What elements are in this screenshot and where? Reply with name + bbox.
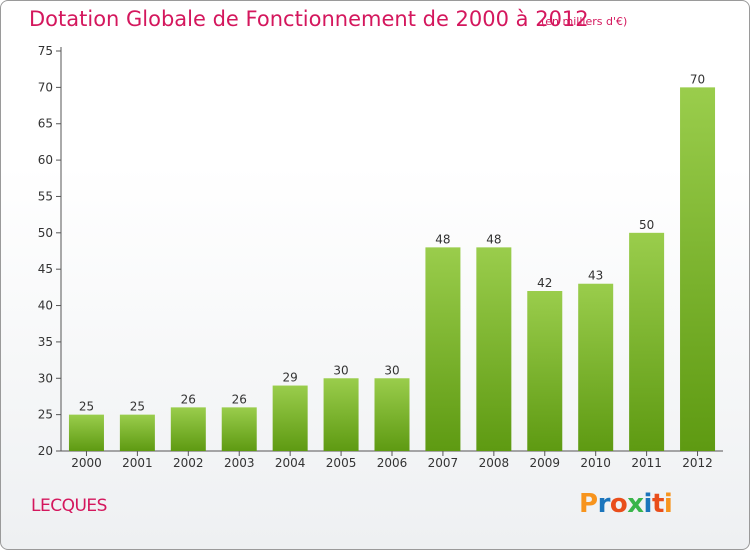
labels-group: 25 25 26 26 29 30 30 48 48 42 43 50 70 (79, 72, 705, 413)
x-tick-label-2003: 2003 (224, 456, 255, 470)
value-label-2001: 25 (130, 400, 145, 414)
value-label-2007: 48 (435, 232, 450, 246)
bar-2012 (680, 87, 716, 451)
y-tick-label: 60 (38, 153, 53, 167)
logo-letter: P (579, 489, 598, 519)
commune-name: LECQUES (31, 496, 107, 516)
x-tick-label-2005: 2005 (326, 456, 357, 470)
value-label-2006: 30 (384, 363, 399, 377)
x-tick-label-2007: 2007 (428, 456, 459, 470)
value-label-2012: 70 (690, 72, 705, 86)
axes: 20 25 30 35 40 45 50 55 60 65 70 75 2000 2001 2002 2003… (38, 44, 723, 470)
bar-2009 (527, 291, 563, 451)
bars-group (68, 87, 716, 451)
x-tick-label-2001: 2001 (122, 456, 153, 470)
bar-2007 (425, 247, 461, 451)
x-tick-label-2008: 2008 (479, 456, 510, 470)
y-tick-label: 75 (38, 44, 53, 58)
x-tick-label-2006: 2006 (377, 456, 408, 470)
value-label-2002: 26 (181, 392, 196, 406)
y-tick-label: 25 (38, 408, 53, 422)
y-tick-label: 50 (38, 226, 53, 240)
logo-letter: i (643, 489, 653, 519)
bar-2006 (374, 378, 410, 451)
bar-2010 (578, 283, 614, 451)
x-tick-label-2012: 2012 (682, 456, 713, 470)
logo-letter: r (597, 489, 611, 519)
bar-2005 (323, 378, 359, 451)
x-tick-label-2010: 2010 (580, 456, 611, 470)
y-tick-label: 45 (38, 262, 53, 276)
y-tick-label: 70 (38, 80, 53, 94)
bar-2003 (221, 407, 257, 451)
value-label-2011: 50 (639, 218, 654, 232)
chart-subtitle: (en milliers d'€) (541, 15, 628, 28)
value-label-2010: 43 (588, 269, 603, 283)
bar-2011 (629, 232, 665, 451)
value-label-2004: 29 (283, 371, 298, 385)
x-tick-label-2011: 2011 (631, 456, 662, 470)
value-label-2008: 48 (486, 232, 501, 246)
logo-letter: t (651, 489, 664, 519)
value-label-2003: 26 (232, 392, 247, 406)
y-tick-label: 40 (38, 299, 53, 313)
x-tick-label-2002: 2002 (173, 456, 204, 470)
logo-letter: i (663, 489, 673, 519)
chart-title: Dotation Globale de Fonctionnement de 20… (29, 7, 589, 31)
bar-2008 (476, 247, 512, 451)
bar-2004 (272, 385, 308, 451)
bar-2001 (119, 414, 155, 451)
bar-2002 (170, 407, 206, 451)
proxiti-logo[interactable]: Proxiti (579, 489, 673, 519)
x-tick-label-2004: 2004 (275, 456, 306, 470)
logo-letter: x (627, 489, 644, 519)
value-label-2000: 25 (79, 400, 94, 414)
value-label-2009: 42 (537, 276, 552, 290)
y-tick-label: 30 (38, 371, 53, 385)
y-tick-label: 20 (38, 444, 53, 458)
x-tick-label-2000: 2000 (71, 456, 102, 470)
y-tick-label: 65 (38, 117, 53, 131)
bar-2000 (68, 414, 104, 451)
x-tick-label-2009: 2009 (529, 456, 560, 470)
y-tick-label: 55 (38, 189, 53, 203)
logo-letter: o (609, 489, 628, 519)
value-label-2005: 30 (333, 363, 348, 377)
y-tick-label: 35 (38, 335, 53, 349)
